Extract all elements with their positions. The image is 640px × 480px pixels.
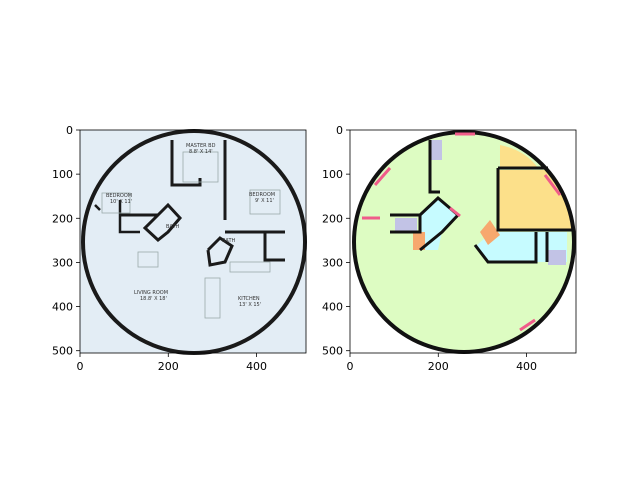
bed-outline (249, 189, 281, 215)
floorplan-furniture (101, 151, 281, 319)
axes-layer: 0 200 400 0 100 200 300 400 500 0 200 400 0 100 200 300… (52, 124, 537, 373)
room-label-kitchen: KITCHEN (238, 296, 260, 302)
y-tick-label: 0 (66, 124, 73, 137)
outer-wall (352, 130, 576, 354)
bed-outline (182, 151, 219, 183)
interior-wall (170, 140, 202, 187)
door-segments (362, 132, 562, 332)
y-tick-label: 0 (336, 124, 343, 137)
bed-outline (101, 192, 131, 214)
closet-region (548, 250, 566, 265)
door-marker (519, 318, 536, 332)
photo-background (80, 130, 306, 353)
room-size-living: 18.8' X 18' (140, 296, 167, 302)
x-tick-label: 0 (347, 360, 354, 373)
bedroom-region (500, 145, 538, 168)
x-tick-label: 0 (77, 360, 84, 373)
y-tick-label: 100 (52, 168, 73, 181)
door-marker (449, 206, 461, 218)
room-label-bedroom-left: BEDROOM (106, 193, 132, 199)
y-tick-label: 300 (322, 256, 343, 269)
counter (229, 261, 271, 273)
interior-wall (428, 140, 572, 232)
interior-wall (120, 140, 285, 242)
closet-region (395, 218, 417, 232)
room-size-bedroom-right: 9' X 11' (255, 198, 274, 204)
closet-region (430, 140, 442, 160)
room-labels: MASTER BD 8.8' X 14' BEDROOM 10' X 11' B… (106, 143, 275, 308)
room-label-bath-1: BATH (166, 224, 180, 230)
segmentation-panel (349, 129, 577, 354)
y-tick-label: 400 (52, 301, 73, 314)
room-label-master: MASTER BD (186, 143, 216, 149)
x-tick-label: 200 (428, 360, 449, 373)
floorplan-panel: MASTER BD 8.8' X 14' BEDROOM 10' X 11' B… (79, 129, 307, 355)
room-label-bedroom-right: BEDROOM (249, 192, 275, 198)
y-tick-label: 300 (52, 256, 73, 269)
x-tick-label: 400 (246, 360, 267, 373)
room-size-kitchen: 13' X 15' (239, 302, 261, 308)
y-tick-label: 200 (322, 212, 343, 225)
mask-walls (352, 130, 576, 354)
y-tick-label: 400 (322, 301, 343, 314)
panel-frame (79, 129, 307, 354)
x-tick-label: 200 (158, 360, 179, 373)
kitchen-region (413, 232, 425, 250)
y-tick-label: 500 (52, 345, 73, 358)
room-size-bedroom-left: 10' X 11' (110, 199, 132, 205)
room-label-bath-2: BATH (222, 238, 236, 244)
door-marker (373, 167, 392, 186)
door-marker (543, 174, 562, 196)
bath-region (420, 198, 458, 250)
interior-wall (94, 200, 140, 234)
kitchen-region (480, 220, 500, 245)
room-size-master: 8.8' X 14' (189, 149, 213, 155)
sofa-outline (137, 251, 159, 268)
panel-frame (349, 129, 577, 354)
room-label-living: LIVING ROOM (134, 290, 168, 296)
interior-wall (206, 232, 285, 267)
y-tick-label: 500 (322, 345, 343, 358)
y-tick-label: 200 (52, 212, 73, 225)
y-tick-label: 100 (322, 168, 343, 181)
kitchen-island (204, 277, 221, 319)
x-tick-label: 400 (516, 360, 537, 373)
